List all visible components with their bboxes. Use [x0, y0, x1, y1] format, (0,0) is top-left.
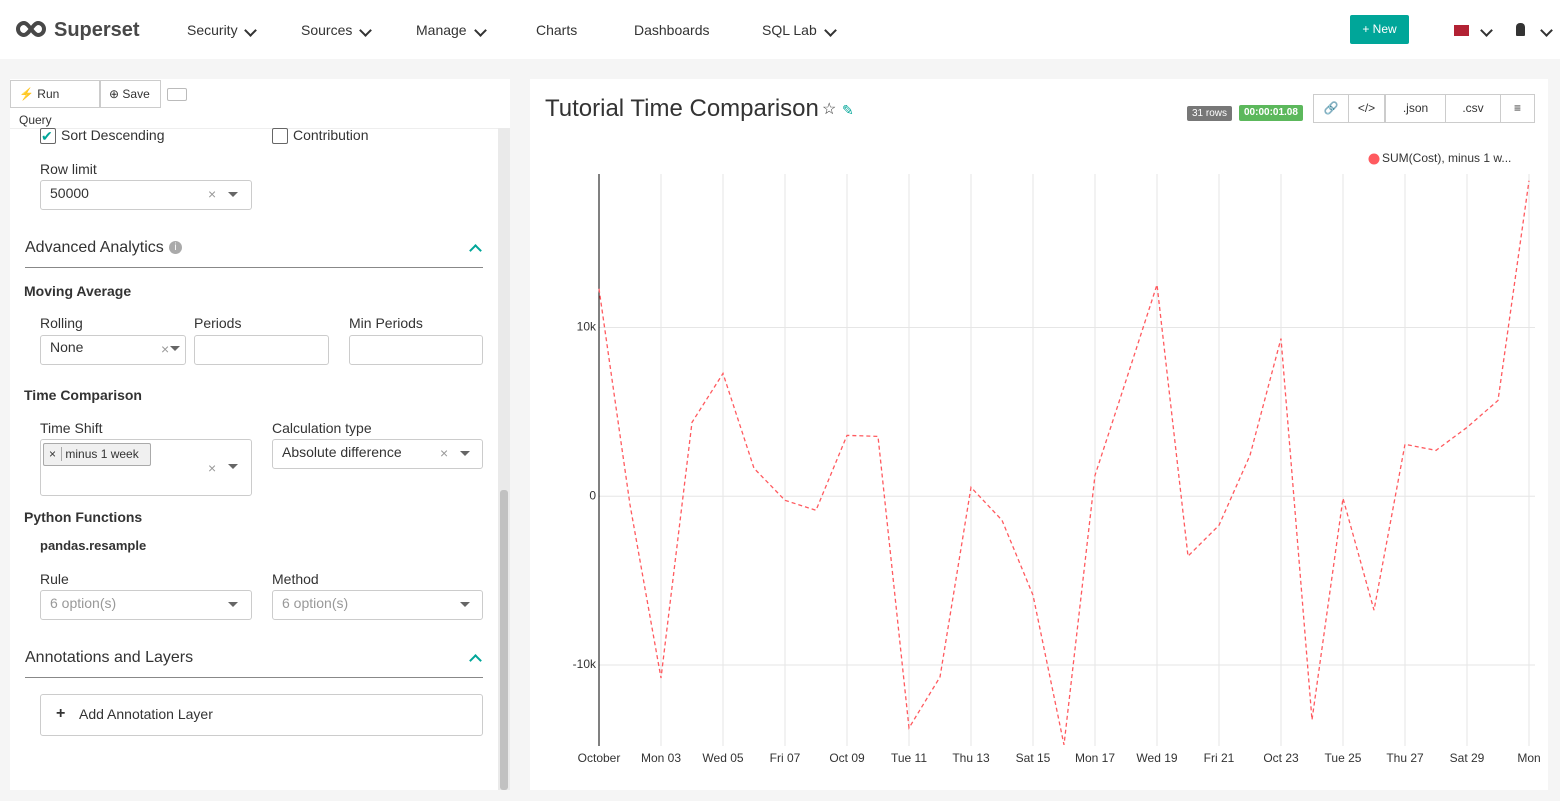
subsection-title: Python Functions	[24, 509, 143, 525]
divider	[25, 677, 483, 678]
brand[interactable]: Superset	[54, 19, 140, 41]
select-value: Absolute difference	[282, 444, 402, 460]
flag[interactable]	[1454, 25, 1469, 36]
field-label: Min Periods	[349, 315, 423, 331]
add-layer-button[interactable]	[40, 694, 483, 736]
json-button[interactable]: .json	[1385, 94, 1446, 123]
x-tick-label: Tue 25	[1325, 751, 1362, 765]
clear-icon[interactable]: ×	[161, 341, 170, 357]
text-input[interactable]	[349, 335, 483, 365]
new-button[interactable]: + New	[1350, 15, 1409, 44]
y-tick-label: 10k	[577, 320, 597, 334]
select[interactable]	[40, 180, 252, 210]
duration-badge: 00:00:01.08	[1239, 105, 1303, 121]
clear-icon[interactable]: ×	[208, 186, 217, 202]
field-label: Rule	[40, 571, 69, 587]
y-tick-label: -10k	[573, 657, 597, 671]
x-tick-label: Fri 21	[1204, 751, 1235, 765]
legend-marker	[1368, 153, 1380, 165]
x-tick-label: Thu 13	[952, 751, 990, 765]
field-label: Rolling	[40, 315, 83, 331]
info-icon[interactable]: i	[169, 241, 182, 254]
select[interactable]	[272, 590, 483, 620]
embed-button[interactable]: </>	[1348, 94, 1385, 123]
checkbox-label: Sort Descending	[61, 127, 165, 143]
chart-title: Tutorial Time Comparison	[545, 95, 819, 122]
function-name: pandas.resample	[40, 538, 147, 553]
divider	[25, 267, 483, 268]
select-value: 50000	[50, 185, 89, 201]
menu-button[interactable]: ≡	[1500, 94, 1535, 123]
chart: October Mon 03 Wed 05 Fri 07 Oct 09 Tue 11 Thu…	[573, 151, 1541, 765]
edit-icon[interactable]: ✎	[842, 102, 854, 118]
row-count-badge: 31 rows	[1187, 106, 1233, 121]
clear-icon[interactable]: ×	[440, 445, 449, 461]
subsection-title: Time Comparison	[24, 387, 142, 403]
field-label: Time Shift	[40, 420, 103, 436]
section-title[interactable]: Advanced Analytics	[25, 239, 164, 256]
select[interactable]	[40, 590, 252, 620]
save-button[interactable]: ⊕ Save	[100, 80, 161, 108]
legend-label: SUM(Cost), minus 1 w...	[1382, 151, 1511, 165]
checkbox[interactable]: ✔	[40, 128, 56, 144]
checkbox[interactable]	[272, 128, 288, 144]
x-tick-label: Sat 15	[1016, 751, 1051, 765]
plus-icon: +	[56, 705, 66, 722]
x-tick-label: Fri 07	[770, 751, 801, 765]
menu-item[interactable]: Dashboards	[634, 22, 710, 38]
scrollbar-thumb[interactable]	[500, 490, 508, 790]
line	[598, 180, 1530, 745]
x-tick-label: Oct 09	[829, 751, 865, 765]
menu-item[interactable]: Charts	[536, 22, 578, 38]
clear-icon[interactable]: ×	[208, 460, 217, 476]
section-title[interactable]: Annotations and Layers	[25, 649, 194, 666]
add-layer-label: Add Annotation Layer	[79, 706, 213, 722]
chart-panel	[530, 79, 1548, 790]
run-query-button[interactable]: ⚡ Run Query	[10, 80, 100, 127]
x-tick-label: Sat 29	[1450, 751, 1485, 765]
placeholder: 6 option(s)	[282, 595, 349, 611]
y-tick-label: 0	[589, 488, 596, 502]
x-tick-label: Thu 27	[1386, 751, 1424, 765]
keyboard-icon[interactable]	[167, 88, 187, 101]
checkbox-label: Contribution	[293, 127, 369, 143]
x-tick-label: Tue 11	[891, 751, 927, 765]
select[interactable]	[40, 335, 186, 365]
logo	[16, 20, 46, 38]
field-label: Row limit	[40, 161, 97, 177]
tag[interactable]: × minus 1 week	[43, 443, 151, 466]
menu-item[interactable]: Manage	[416, 22, 467, 38]
x-tick-label: Wed 05	[702, 751, 743, 765]
menu-item[interactable]: Sources	[301, 22, 353, 38]
menu-item[interactable]: Security	[187, 22, 238, 38]
x-tick-label: Mon 17	[1075, 751, 1115, 765]
x-tick-label: Wed 19	[1136, 751, 1177, 765]
select[interactable]	[272, 439, 483, 469]
x-tick-label: October	[578, 751, 621, 765]
field-label: Calculation type	[272, 420, 372, 436]
placeholder: 6 option(s)	[50, 595, 117, 611]
divider	[10, 128, 498, 129]
x-tick-label: Mon 03	[641, 751, 681, 765]
text-input[interactable]	[194, 335, 329, 365]
x-tick-label: Mon	[1517, 751, 1540, 765]
user-icon[interactable]	[1516, 23, 1525, 36]
field-label: Periods	[194, 315, 242, 331]
link-button[interactable]: 🔗	[1313, 94, 1349, 123]
field-label: Method	[272, 571, 319, 587]
select-value: None	[50, 339, 84, 355]
x-tick-label: Oct 23	[1263, 751, 1299, 765]
new-label: New	[1372, 22, 1397, 36]
save-label: Save	[122, 87, 150, 101]
subsection-title: Moving Average	[24, 283, 132, 299]
navbar: Superset Security Sources Manage Charts …	[0, 0, 1560, 59]
run-query-label: Run Query	[19, 87, 60, 127]
star-icon[interactable]: ☆	[822, 101, 837, 118]
menu-item[interactable]: SQL Lab	[762, 22, 817, 38]
csv-button[interactable]: .csv	[1445, 94, 1501, 123]
tag-label: minus 1 week	[65, 447, 139, 461]
